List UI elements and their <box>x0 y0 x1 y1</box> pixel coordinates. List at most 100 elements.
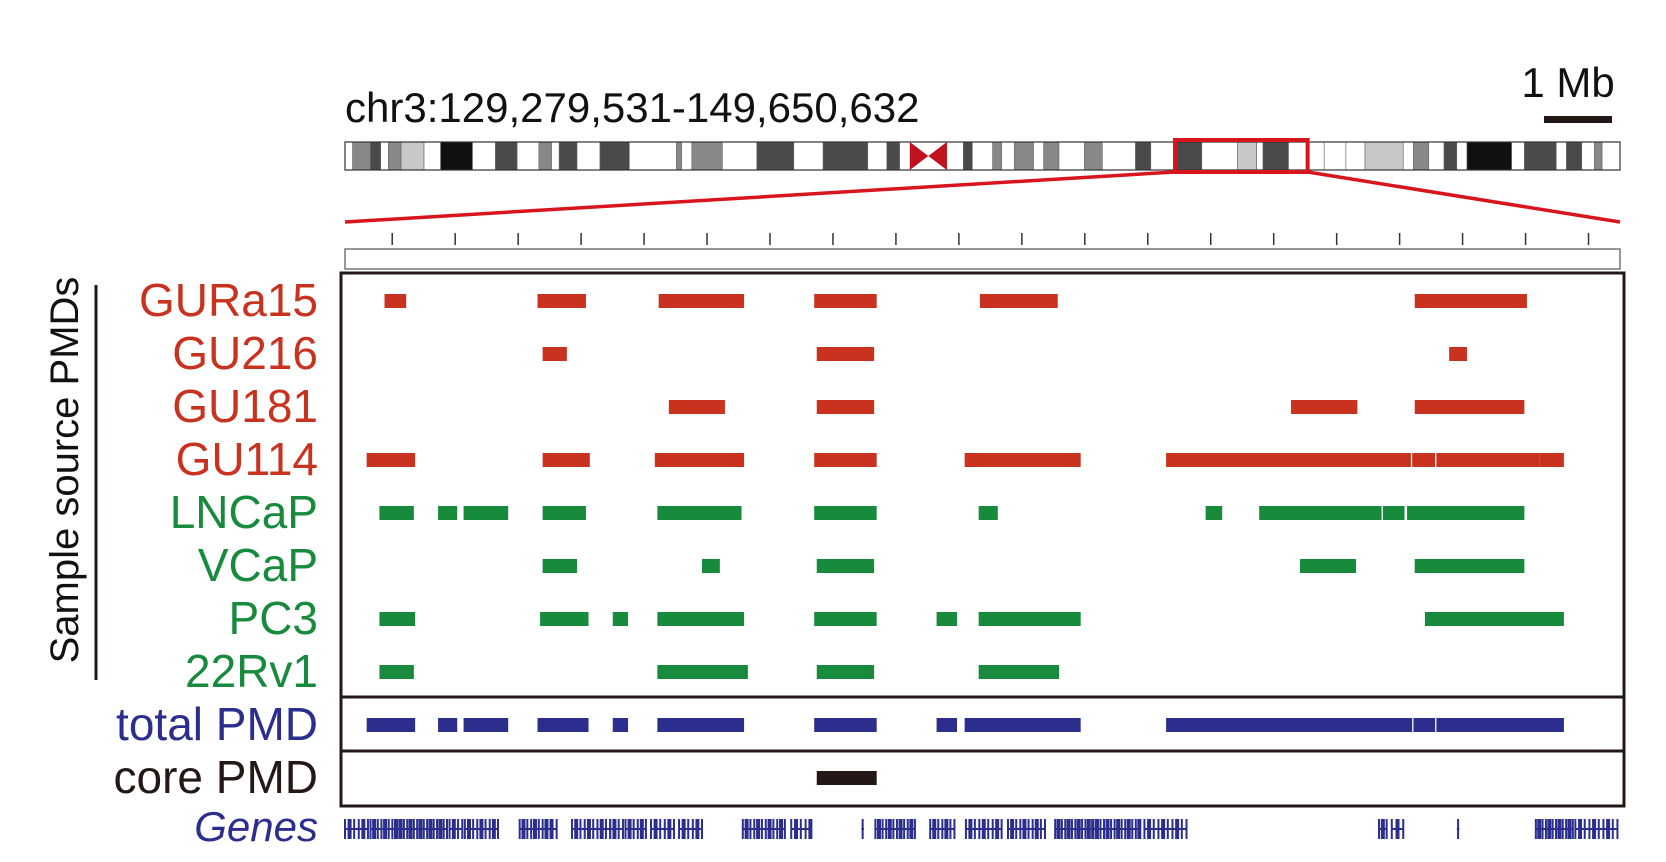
gene-exon-1-1 <box>372 819 377 839</box>
samples-panel <box>339 271 1626 699</box>
gene-exon-18-7 <box>1034 819 1039 839</box>
gene-exon-20-3 <box>1103 819 1106 839</box>
gene-exon-18-2 <box>1015 819 1018 839</box>
gene-exon-15-10 <box>909 819 914 839</box>
gene-exon-26-9 <box>1616 819 1619 839</box>
track-label-core-pmd: core PMD <box>114 751 318 803</box>
pmd-segment-gu181-2 <box>1291 400 1358 414</box>
gene-exon-7-5 <box>592 819 595 839</box>
gene-exon-2-8 <box>422 819 425 839</box>
gene-exon-20-6 <box>1113 819 1116 839</box>
tracks <box>366 294 1564 785</box>
gene-exon-12-4 <box>756 819 761 839</box>
gene-exon-7-6 <box>596 819 599 839</box>
ideogram-band-39 <box>1173 141 1203 171</box>
gene-exon-6-2 <box>555 819 558 839</box>
pmd-segment-gura15-4 <box>979 294 1058 308</box>
pmd-segment-vcap-3 <box>1299 559 1357 573</box>
gene-exon-2-0 <box>396 819 399 839</box>
gene-exon-15-1 <box>876 819 881 839</box>
track-label-gura15: GURa15 <box>139 274 318 326</box>
gene-exon-8-1 <box>612 819 617 839</box>
ideogram-band-4 <box>388 141 402 171</box>
gene-exon-4-3 <box>476 819 479 839</box>
gene-exon-18-6 <box>1031 819 1034 839</box>
gene-exon-3-0 <box>448 819 451 839</box>
gene-exon-8-0 <box>609 819 612 839</box>
pmd-segment-gu114-2 <box>654 453 745 467</box>
gene-exon-11-0 <box>678 819 681 839</box>
gene-exon-25-4 <box>1547 819 1552 839</box>
gene-exon-16-5 <box>949 819 952 839</box>
ideogram-band-53 <box>1466 141 1512 171</box>
genes-label: Genes <box>194 803 318 850</box>
gene-exon-26-8 <box>1611 819 1614 839</box>
pmd-segment-lncap-4 <box>657 506 742 520</box>
ideogram-band-15 <box>599 141 630 171</box>
gene-exon-5-2 <box>526 819 529 839</box>
gene-exon-17-8 <box>1000 819 1003 839</box>
gene-exon-12-9 <box>776 819 779 839</box>
gene-exon-0-4 <box>361 819 366 839</box>
gene-exon-12-3 <box>753 819 756 839</box>
ideogram-band-54 <box>1511 141 1525 171</box>
pmd-segment-gu114-0 <box>366 453 416 467</box>
gene-exon-19-1 <box>1056 819 1061 839</box>
gene-exon-12-10 <box>779 819 784 839</box>
gene-exon-25-10 <box>1567 819 1572 839</box>
gene-exon-19-7 <box>1076 819 1081 839</box>
ideogram-band-47 <box>1364 141 1404 171</box>
ideogram-band-29 <box>992 141 1002 171</box>
track-label-gu114: GU114 <box>176 433 318 485</box>
pmd-segment-total-pmd-0 <box>366 718 416 732</box>
gene-exon-26-7 <box>1606 819 1611 839</box>
ideogram-band-42 <box>1256 141 1264 171</box>
gene-exon-0-0 <box>344 819 346 839</box>
gene-exon-23-0 <box>1390 819 1393 839</box>
track-label-22rv1: 22Rv1 <box>185 645 318 697</box>
gene-exon-0-5 <box>366 819 369 839</box>
gene-exon-20-0 <box>1092 819 1095 839</box>
gene-exon-15-2 <box>881 819 884 839</box>
gene-exon-7-0 <box>570 819 573 839</box>
pmd-segment-total-pmd-11 <box>1436 718 1564 732</box>
gene-exon-15-8 <box>903 819 906 839</box>
gene-exon-21-9 <box>1185 819 1188 839</box>
gene-exon-6-1 <box>549 819 554 839</box>
gene-exon-13-0 <box>790 819 793 839</box>
pmd-segment-gu114-5 <box>1166 453 1411 467</box>
ideogram <box>344 138 1621 174</box>
gene-exon-18-8 <box>1039 819 1042 839</box>
ideogram-band-24 <box>867 141 888 171</box>
gene-exon-2-13 <box>438 819 443 839</box>
gene-exon-20-10 <box>1126 819 1131 839</box>
gene-exon-22-1 <box>1380 819 1385 839</box>
gene-exon-15-0 <box>874 819 877 839</box>
ideogram-band-11 <box>538 141 552 171</box>
ideogram-band-48 <box>1402 141 1414 171</box>
gene-exon-20-8 <box>1120 819 1123 839</box>
gene-exon-19-5 <box>1070 819 1073 839</box>
ideogram-band-36 <box>1102 141 1136 171</box>
gene-exon-25-11 <box>1571 819 1574 839</box>
gene-exon-9-2 <box>632 819 635 839</box>
zoom-window-highlight <box>1173 138 1310 174</box>
ideogram-band-56 <box>1555 141 1567 171</box>
gene-exon-21-2 <box>1152 819 1155 839</box>
gene-exon-0-2 <box>353 819 356 839</box>
gene-exon-2-12 <box>436 819 439 839</box>
pmd-segment-gura15-0 <box>384 294 407 308</box>
gene-exon-23-2 <box>1402 819 1405 839</box>
ideogram-band-50 <box>1428 141 1445 171</box>
gene-exon-18-4 <box>1022 819 1027 839</box>
gene-exon-25-6 <box>1555 819 1558 839</box>
ideogram-band-45 <box>1323 141 1347 171</box>
pmd-segment-pc3-3 <box>657 612 745 626</box>
gene-exon-16-1 <box>932 819 937 839</box>
ideogram-band-55 <box>1524 141 1557 171</box>
gene-exon-13-4 <box>808 819 813 839</box>
pmd-segment-total-pmd-3 <box>537 718 589 732</box>
gene-exon-9-4 <box>639 819 644 839</box>
ideogram-band-33 <box>1043 141 1060 171</box>
